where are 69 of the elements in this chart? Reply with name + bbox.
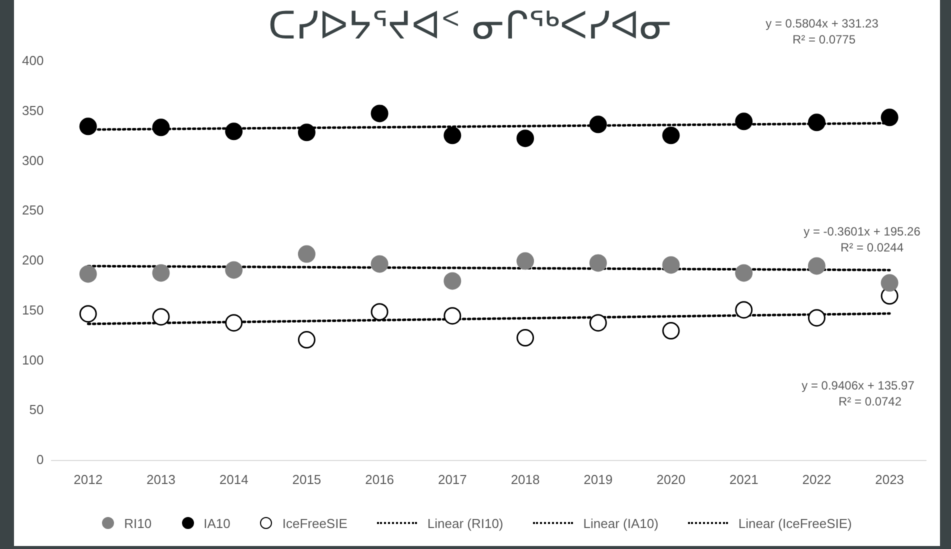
- point: [79, 118, 97, 136]
- text: R² = 0.0775: [792, 32, 856, 46]
- x-tick-label: 2021: [729, 472, 758, 487]
- point: [152, 264, 170, 282]
- point: [225, 314, 243, 332]
- text: y = 0.5804x + 331.23: [766, 16, 879, 30]
- point: [735, 264, 753, 282]
- annotation: R² = 0.0244: [840, 240, 904, 254]
- point: [370, 255, 388, 273]
- y-tick-label: 50: [29, 402, 44, 418]
- y-tick-label: 350: [22, 103, 44, 118]
- point: [152, 308, 170, 326]
- point: [444, 307, 462, 325]
- y-tick-label: 400: [22, 53, 44, 68]
- point: [589, 314, 607, 332]
- point: [225, 261, 243, 279]
- point: [370, 303, 388, 321]
- point: [225, 122, 243, 140]
- chart-title: ᑕᓯᐅᔭᕐᔪᐊᑉ ᓂᒋᖅᐸᓯᐊᓂ: [268, 4, 672, 48]
- y-tick-label: 250: [22, 202, 44, 218]
- point: [735, 112, 753, 130]
- point: [662, 126, 680, 144]
- point: [444, 126, 462, 144]
- point: [735, 301, 753, 319]
- y-tick-label: 200: [22, 252, 44, 268]
- x-tick-label: 2018: [510, 472, 540, 487]
- point: [79, 305, 97, 323]
- x-tick-label: 2023: [875, 472, 904, 487]
- point: [808, 114, 826, 132]
- x-tick-label: 2015: [292, 472, 322, 487]
- annotation: y = 0.9406x + 135.97: [802, 378, 915, 392]
- point: [880, 108, 898, 126]
- point: [298, 245, 316, 263]
- legend-label: IA10: [204, 516, 230, 530]
- legend-label: Linear (RI10): [427, 516, 504, 530]
- point: [662, 322, 680, 340]
- y-tick-label: 300: [22, 152, 44, 168]
- x-tick-label: 2013: [146, 472, 176, 487]
- x-tick-label: 2022: [802, 472, 832, 487]
- x-tick-label: 2012: [74, 472, 103, 487]
- y-tick-label: 100: [22, 352, 44, 368]
- legend-label: RI10: [124, 516, 152, 530]
- point: [808, 309, 826, 327]
- point: [662, 256, 680, 274]
- point: [880, 274, 898, 292]
- point: [298, 331, 316, 349]
- x-tick-label: 2014: [219, 472, 248, 487]
- x-tick-label: 2019: [584, 472, 613, 487]
- point: [589, 254, 607, 272]
- point: [444, 272, 462, 290]
- point: [298, 124, 316, 142]
- legend-label: Linear (IA10): [583, 516, 658, 530]
- y-tick-label: 150: [22, 302, 44, 318]
- x-tick-label: 2016: [365, 472, 394, 487]
- legend-label: IceFreeSIE: [282, 516, 348, 530]
- legend-label: Linear (IceFreeSIE): [738, 516, 852, 530]
- x-tick-label: 2017: [438, 472, 467, 487]
- point: [152, 118, 170, 136]
- x-tick-label: 2020: [656, 472, 686, 487]
- point: [516, 329, 534, 347]
- point: [516, 130, 534, 148]
- point: [79, 265, 97, 283]
- point: [370, 104, 388, 122]
- point: [808, 257, 826, 275]
- annotation: R² = 0.0742: [838, 394, 902, 408]
- annotation: y = -0.3601x + 195.26: [804, 224, 921, 238]
- point: [516, 252, 534, 270]
- y-tick-label: 0: [36, 452, 44, 467]
- point: [589, 116, 607, 134]
